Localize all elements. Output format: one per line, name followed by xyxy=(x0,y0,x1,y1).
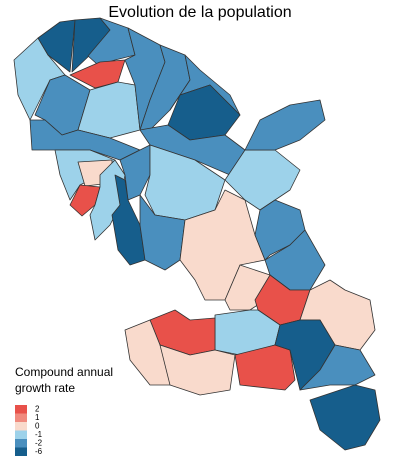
region xyxy=(244,99,326,151)
legend-label: -1 xyxy=(35,430,43,439)
region xyxy=(69,184,101,217)
region xyxy=(37,19,76,73)
region xyxy=(139,194,186,271)
region xyxy=(309,384,381,451)
region xyxy=(299,344,376,391)
legend-swatch xyxy=(15,405,27,414)
region xyxy=(69,59,126,89)
legend-label: -6 xyxy=(35,447,43,456)
region xyxy=(159,344,236,396)
region xyxy=(179,189,266,301)
legend-label: 1 xyxy=(35,413,40,422)
legend-swatch xyxy=(15,439,27,448)
legend-title: Compound annual xyxy=(15,365,113,379)
legend-swatch xyxy=(15,447,27,456)
map-title: Evolution de la population xyxy=(108,4,291,21)
regions xyxy=(13,17,381,451)
legend-label: -2 xyxy=(35,439,43,448)
legend-label: 0 xyxy=(35,422,40,431)
region xyxy=(111,174,146,266)
legend-title: growth rate xyxy=(15,381,75,395)
legend-swatch xyxy=(15,413,27,422)
legend-swatch xyxy=(15,430,27,439)
legend-label: 2 xyxy=(35,405,40,414)
legend-swatch xyxy=(15,422,27,431)
